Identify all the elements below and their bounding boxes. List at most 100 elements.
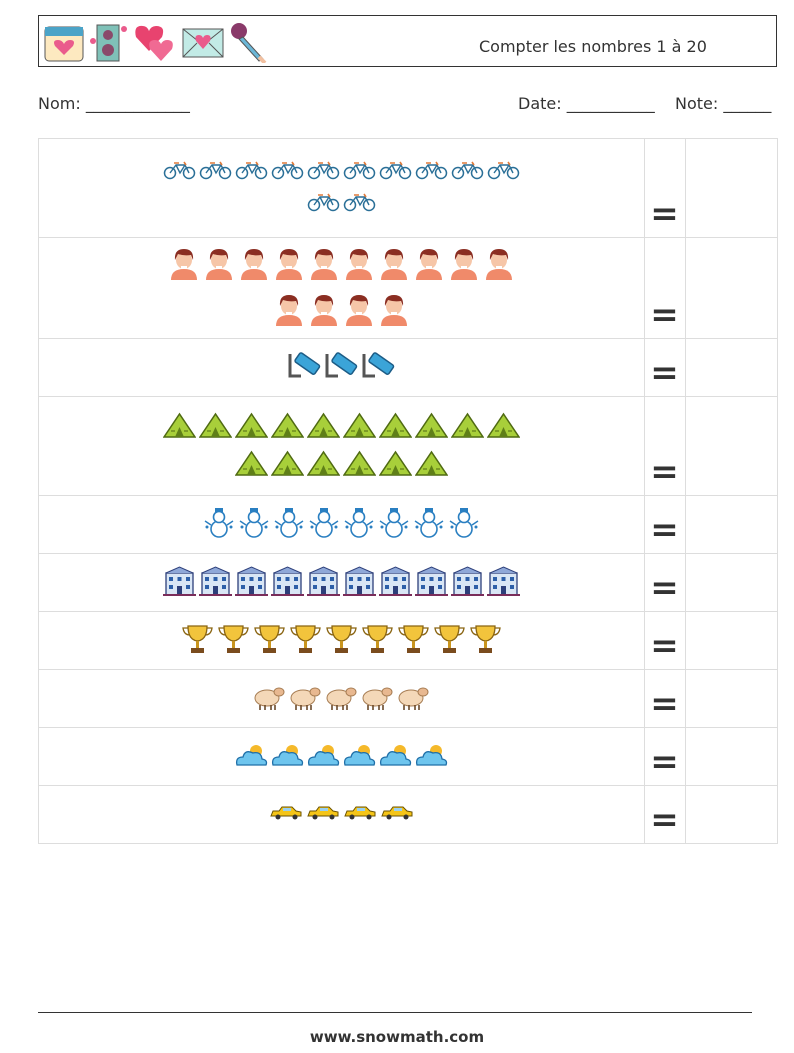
table-row: =	[38, 611, 778, 670]
trophy-icon	[361, 623, 394, 659]
answer-cell[interactable]	[684, 495, 778, 554]
table-row: =	[38, 669, 778, 728]
person-icon	[343, 292, 375, 330]
bicycle-icon	[235, 160, 268, 184]
marker-icon	[287, 350, 321, 386]
marker-icon	[361, 350, 395, 386]
page-title: Compter les nombres 1 à 20	[479, 37, 707, 56]
answer-cell[interactable]	[684, 785, 778, 844]
footer-divider	[38, 1012, 752, 1013]
building-icon	[306, 565, 340, 601]
trophy-icon	[289, 623, 322, 659]
sheep-icon	[253, 683, 286, 715]
trophy-icon	[253, 623, 286, 659]
equals-sign: =	[643, 338, 686, 397]
building-icon	[198, 565, 232, 601]
header-icons	[43, 21, 269, 67]
snowman-icon	[413, 507, 445, 543]
sheep-icon	[397, 683, 430, 715]
tent-icon	[306, 450, 341, 480]
answer-cell[interactable]	[684, 669, 778, 728]
picture-line	[39, 292, 644, 330]
car-icon	[380, 805, 414, 824]
note-field[interactable]: Note: ______	[675, 94, 772, 113]
tent-icon	[450, 412, 485, 442]
tent-icon	[414, 412, 449, 442]
answer-cell[interactable]	[684, 611, 778, 670]
answer-cell[interactable]	[684, 553, 778, 612]
hearts-icon	[133, 21, 177, 67]
picture-line	[39, 623, 644, 659]
picture-line	[39, 565, 644, 601]
equals-sign: =	[643, 669, 686, 728]
picture-line	[39, 246, 644, 284]
date-field[interactable]: Date: ___________	[518, 94, 655, 113]
snowman-icon	[203, 507, 235, 543]
car-icon	[306, 805, 340, 824]
picture-line	[39, 805, 644, 824]
tent-icon	[234, 412, 269, 442]
bicycle-icon	[343, 160, 376, 184]
pictures-cell	[38, 785, 645, 844]
person-icon	[273, 292, 305, 330]
person-icon	[343, 246, 375, 284]
answer-cell[interactable]	[684, 727, 778, 786]
name-field[interactable]: Nom: _____________	[38, 94, 190, 113]
tent-icon	[342, 412, 377, 442]
picture-line	[39, 507, 644, 543]
equals-sign: =	[643, 495, 686, 554]
trophy-icon	[325, 623, 358, 659]
tent-icon	[306, 412, 341, 442]
pictures-cell	[38, 553, 645, 612]
trophy-icon	[181, 623, 214, 659]
snowman-icon	[343, 507, 375, 543]
pictures-cell	[38, 237, 645, 339]
equals-sign: =	[643, 396, 686, 496]
picture-line	[39, 412, 644, 442]
person-icon	[378, 246, 410, 284]
bicycle-icon	[415, 160, 448, 184]
person-icon	[273, 246, 305, 284]
bicycle-icon	[271, 160, 304, 184]
building-icon	[486, 565, 520, 601]
counting-table: = = = = = = = = = =	[38, 138, 778, 844]
tent-icon	[378, 450, 413, 480]
bicycle-icon	[487, 160, 520, 184]
table-row: =	[38, 338, 778, 397]
person-icon	[168, 246, 200, 284]
person-icon	[448, 246, 480, 284]
bicycle-icon	[343, 192, 376, 216]
pictures-cell	[38, 611, 645, 670]
table-row: =	[38, 785, 778, 844]
tent-icon	[486, 412, 521, 442]
pictures-cell	[38, 669, 645, 728]
footer-url: www.snowmath.com	[309, 1028, 485, 1046]
answer-cell[interactable]	[684, 338, 778, 397]
answer-cell[interactable]	[684, 237, 778, 339]
table-row: =	[38, 495, 778, 554]
answer-cell[interactable]	[684, 138, 778, 238]
tent-icon	[270, 412, 305, 442]
snowman-icon	[273, 507, 305, 543]
picture-line	[39, 192, 644, 216]
speaker-icon	[89, 21, 129, 67]
car-icon	[343, 805, 377, 824]
building-icon	[234, 565, 268, 601]
snowman-icon	[448, 507, 480, 543]
equals-sign: =	[643, 727, 686, 786]
bicycle-icon	[307, 192, 340, 216]
cloud-sun-icon	[235, 741, 268, 773]
person-icon	[203, 246, 235, 284]
bicycle-icon	[451, 160, 484, 184]
equals-sign: =	[643, 553, 686, 612]
person-icon	[308, 246, 340, 284]
tent-icon	[234, 450, 269, 480]
marker-icon	[324, 350, 358, 386]
bicycle-icon	[379, 160, 412, 184]
table-row: =	[38, 237, 778, 339]
answer-cell[interactable]	[684, 396, 778, 496]
equals-sign: =	[643, 237, 686, 339]
love-letter-icon	[181, 21, 225, 67]
person-icon	[413, 246, 445, 284]
cloud-sun-icon	[415, 741, 448, 773]
